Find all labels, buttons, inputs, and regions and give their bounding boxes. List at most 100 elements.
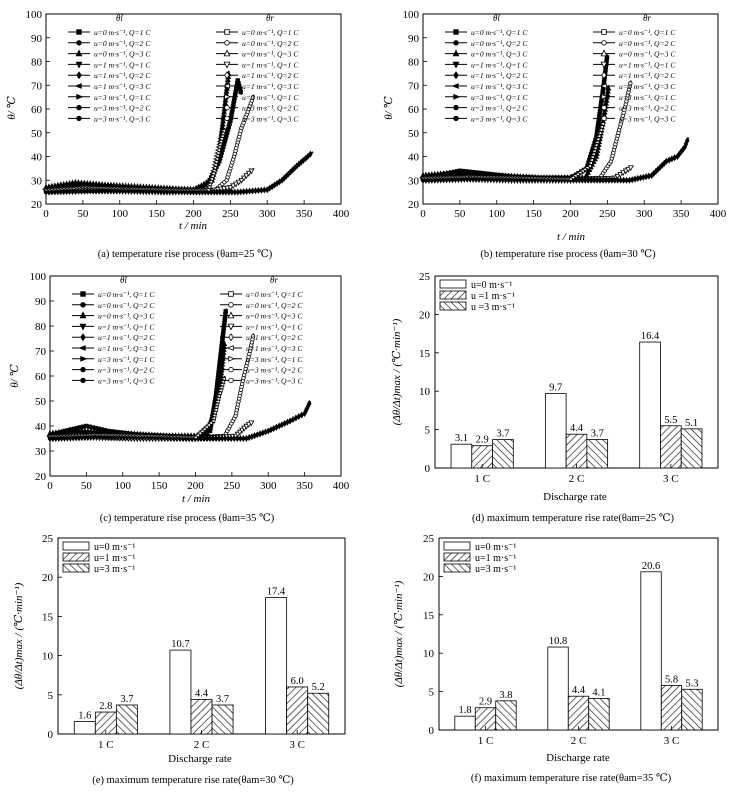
marker-square: [76, 29, 82, 35]
y-tick-label: 40: [35, 421, 47, 433]
legend-entry-left: u=3 m·s⁻¹, Q=3 C: [471, 114, 528, 123]
marker-tri-left: [211, 162, 218, 168]
y-tick-label: 10: [423, 648, 435, 660]
marker-triangle: [452, 49, 460, 57]
bar-value-label: 16.4: [641, 331, 660, 342]
marker-diamond: [580, 176, 585, 184]
marker-tri-left: [206, 179, 213, 184]
marker-diamond: [241, 434, 246, 443]
legend-entry-right: u=1 m·s⁻¹, Q=2 C: [242, 71, 299, 80]
marker-diamond: [615, 176, 620, 184]
marker-tri-left: [219, 128, 226, 134]
marker-triangle: [603, 96, 610, 103]
marker-diamond: [305, 152, 311, 161]
y-axis-label: θ/ ℃: [6, 96, 18, 120]
marker-triangle: [219, 120, 226, 127]
legend-swatch: [443, 541, 471, 551]
marker-tri-left: [214, 396, 221, 402]
marker-tri-left: [209, 171, 216, 176]
bars: 1.6 2.8 3.7 10.7 4.4 3.7 17.4 6.0 5.2: [73, 587, 330, 735]
marker-diamond: [609, 176, 615, 184]
legend-entry-left: u=0 m·s⁻¹, Q=3 C: [98, 312, 155, 321]
marker-diamond: [214, 188, 220, 196]
marker-tri-left: [212, 159, 219, 165]
marker-tri-left: [211, 407, 218, 413]
legend: u=0 m·s⁻¹u=1 m·s⁻¹u=3 m·s⁻¹: [62, 541, 135, 575]
marker-tri-down: [235, 179, 242, 186]
x-tick-label: 100: [489, 208, 506, 220]
marker-diamond: [307, 399, 312, 408]
x-tick-label: 150: [525, 208, 542, 220]
marker-tri-left: [206, 420, 213, 426]
marker-circle: [228, 377, 234, 384]
marker-diamond: [624, 176, 629, 184]
marker-triangle: [601, 108, 608, 115]
legend-entry-left: u=1 m·s⁻¹, Q=1 C: [98, 322, 155, 331]
marker-tri-left: [211, 410, 218, 416]
marker-triangle: [221, 108, 228, 115]
marker-tri-left: [212, 401, 220, 407]
x-tick-label: 350: [673, 208, 690, 220]
marker-tri-down: [617, 172, 624, 179]
bar-value-label: 2.8: [99, 701, 112, 712]
bar: [286, 686, 309, 735]
marker-diamond: [210, 434, 216, 443]
bar: [639, 341, 661, 469]
legend-entry-right: u=0 m·s⁻¹, Q=3 C: [619, 50, 676, 59]
bar: [169, 649, 192, 735]
legend-entry-right: u=3 m·s⁻¹, Q=1 C: [246, 355, 303, 364]
x-tick-label: 50: [454, 208, 466, 220]
x-tick-label: 1 C: [474, 473, 490, 485]
legend-entry: u=1 m·s⁻¹: [94, 553, 135, 564]
marker-triangle: [218, 372, 224, 379]
x-tick-label: 3 C: [289, 739, 305, 751]
y-tick-label: 10: [42, 651, 54, 663]
marker-tri-left: [207, 176, 214, 182]
marker-tri-left: [210, 165, 217, 171]
y-tick-label: 60: [35, 371, 47, 383]
marker-circle: [228, 366, 234, 373]
legend-entry-left: u=1 m·s⁻¹, Q=2 C: [471, 71, 528, 80]
marker-circle: [224, 40, 230, 46]
bar: [450, 443, 473, 469]
bar-value-label: 10.7: [171, 639, 189, 650]
marker-triangle: [604, 90, 611, 97]
marker-diamond: [235, 434, 240, 443]
marker-tri-down: [79, 323, 87, 331]
legend-entry-right: u=1 m·s⁻¹, Q=2 C: [619, 71, 676, 80]
marker-tri-left: [592, 142, 599, 148]
bar-value-label: 3.7: [216, 694, 229, 705]
marker-diamond: [217, 188, 223, 196]
marker-diamond: [585, 176, 591, 184]
y-tick-label: 25: [42, 533, 54, 545]
marker-circle: [601, 40, 607, 46]
x-tick-label: 150: [151, 480, 168, 492]
marker-diamond: [219, 434, 225, 443]
legend-entry-left: u=1 m·s⁻¹, Q=3 C: [94, 82, 151, 91]
marker-tri-down: [230, 183, 237, 190]
y-tick-labels: 20 30 40 50 60 70 80 90 100: [30, 271, 54, 483]
marker-circle: [80, 366, 86, 373]
y-tick-label: 100: [30, 271, 47, 283]
legend-entry-left: u=3 m·s⁻¹, Q=2 C: [98, 366, 155, 375]
marker-tri-down: [240, 175, 247, 182]
x-tick-label: 350: [296, 480, 313, 492]
legend-entry-right: u=1 m·s⁻¹, Q=1 C: [246, 322, 303, 331]
marker-tri-left: [596, 127, 604, 133]
data-curve: [43, 150, 314, 196]
legend-entry-right: u=3 m·s⁻¹, Q=3 C: [619, 114, 676, 123]
marker-circle: [453, 115, 459, 122]
x-tick-label: 50: [81, 480, 93, 492]
caption: (f) maximum temperature rise rate(θam=35…: [471, 773, 672, 784]
marker-tri-left: [589, 151, 596, 157]
x-tick-label: 2 C: [194, 739, 210, 751]
bar-value-label: 3.7: [591, 429, 604, 440]
legend-entry-left: u=3 m·s⁻¹, Q=2 C: [471, 104, 528, 113]
marker-triangle: [223, 49, 231, 57]
marker-circle: [453, 104, 459, 111]
marker-tri-right: [228, 355, 236, 362]
x-tick-labels: 0 50 100 150 200 250 300 350 400: [47, 472, 350, 492]
marker-triangle: [205, 426, 211, 433]
legend-entry-left: u=3 m·s⁻¹, Q=3 C: [98, 376, 155, 385]
bar: [307, 692, 330, 735]
